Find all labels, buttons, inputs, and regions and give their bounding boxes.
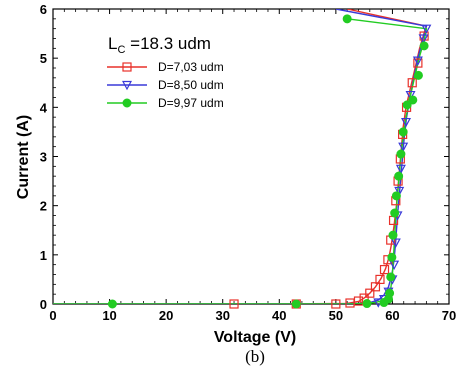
legend-marker-1 (122, 62, 132, 72)
series-1-point (407, 78, 417, 88)
x-tick-label: 20 (159, 308, 173, 323)
series-2-point (418, 34, 429, 44)
series-layer (53, 9, 428, 304)
series-1-point (413, 58, 423, 68)
x-tick-label: 60 (385, 308, 399, 323)
series-2-point (390, 238, 401, 248)
y-tick-label: 6 (40, 2, 47, 17)
series-3-point (387, 252, 397, 262)
legend-marker-3 (122, 98, 132, 108)
x-tick-label: 30 (215, 308, 229, 323)
series-3-point (390, 208, 400, 218)
annotation-lc: LC =18.3 udm (108, 34, 211, 56)
series-3-point (386, 272, 396, 282)
series-2-point (405, 90, 416, 101)
y-tick-label: 3 (40, 150, 47, 165)
series-3-point (408, 95, 418, 105)
series-1-point (229, 299, 239, 309)
y-tick-label: 0 (40, 297, 47, 312)
y-tick-label: 2 (40, 199, 47, 214)
legend-label-2: D=8,50 udm (158, 78, 224, 92)
legend: D=7,03 udm D=8,50 udm D=9,97 udm (107, 60, 224, 110)
series-2-point (395, 164, 406, 175)
legend-marker-2 (122, 80, 132, 91)
y-tick-label: 5 (40, 51, 47, 66)
x-tick-label: 50 (329, 308, 343, 323)
marker-layer (107, 14, 432, 309)
series-1-point (331, 299, 341, 309)
series-3-point (413, 70, 423, 80)
series-line-3 (53, 18, 428, 304)
series-3-point (385, 288, 395, 298)
legend-label-1: D=7,03 udm (158, 60, 224, 74)
series-1-point (379, 264, 390, 275)
series-3-point (362, 299, 372, 309)
series-2-point (394, 186, 405, 197)
y-tick-label: 1 (40, 248, 47, 263)
figure-caption: (b) (245, 347, 265, 366)
series-2-point (398, 142, 409, 152)
x-tick-label: 0 (49, 308, 56, 323)
x-tick-label: 40 (272, 308, 286, 323)
series-line-2 (53, 9, 428, 304)
series-3-point (291, 299, 301, 309)
series-3-point (398, 127, 408, 137)
series-1-point (375, 274, 385, 285)
series-2-point (401, 117, 412, 128)
x-tick-label: 70 (442, 308, 456, 323)
y-tick-label: 4 (40, 100, 48, 115)
series-1-point (353, 296, 364, 306)
series-3-point (402, 100, 412, 110)
series-2-point (421, 24, 432, 34)
series-3-point (107, 299, 117, 309)
series-3-point (391, 191, 401, 201)
x-axis-title: Voltage (V) (214, 329, 296, 346)
series-3-point (396, 149, 406, 159)
series-line-1 (53, 9, 428, 304)
legend-label-3: D=9,97 udm (158, 96, 224, 110)
series-1-point (365, 288, 375, 298)
y-axis-title: Current (A) (15, 115, 32, 199)
x-tick-label: 10 (102, 308, 116, 323)
series-3-point (342, 14, 352, 24)
series-3-point (388, 230, 398, 240)
series-2-point (412, 56, 423, 66)
series-3-point (419, 41, 429, 51)
series-3-point (394, 171, 404, 181)
